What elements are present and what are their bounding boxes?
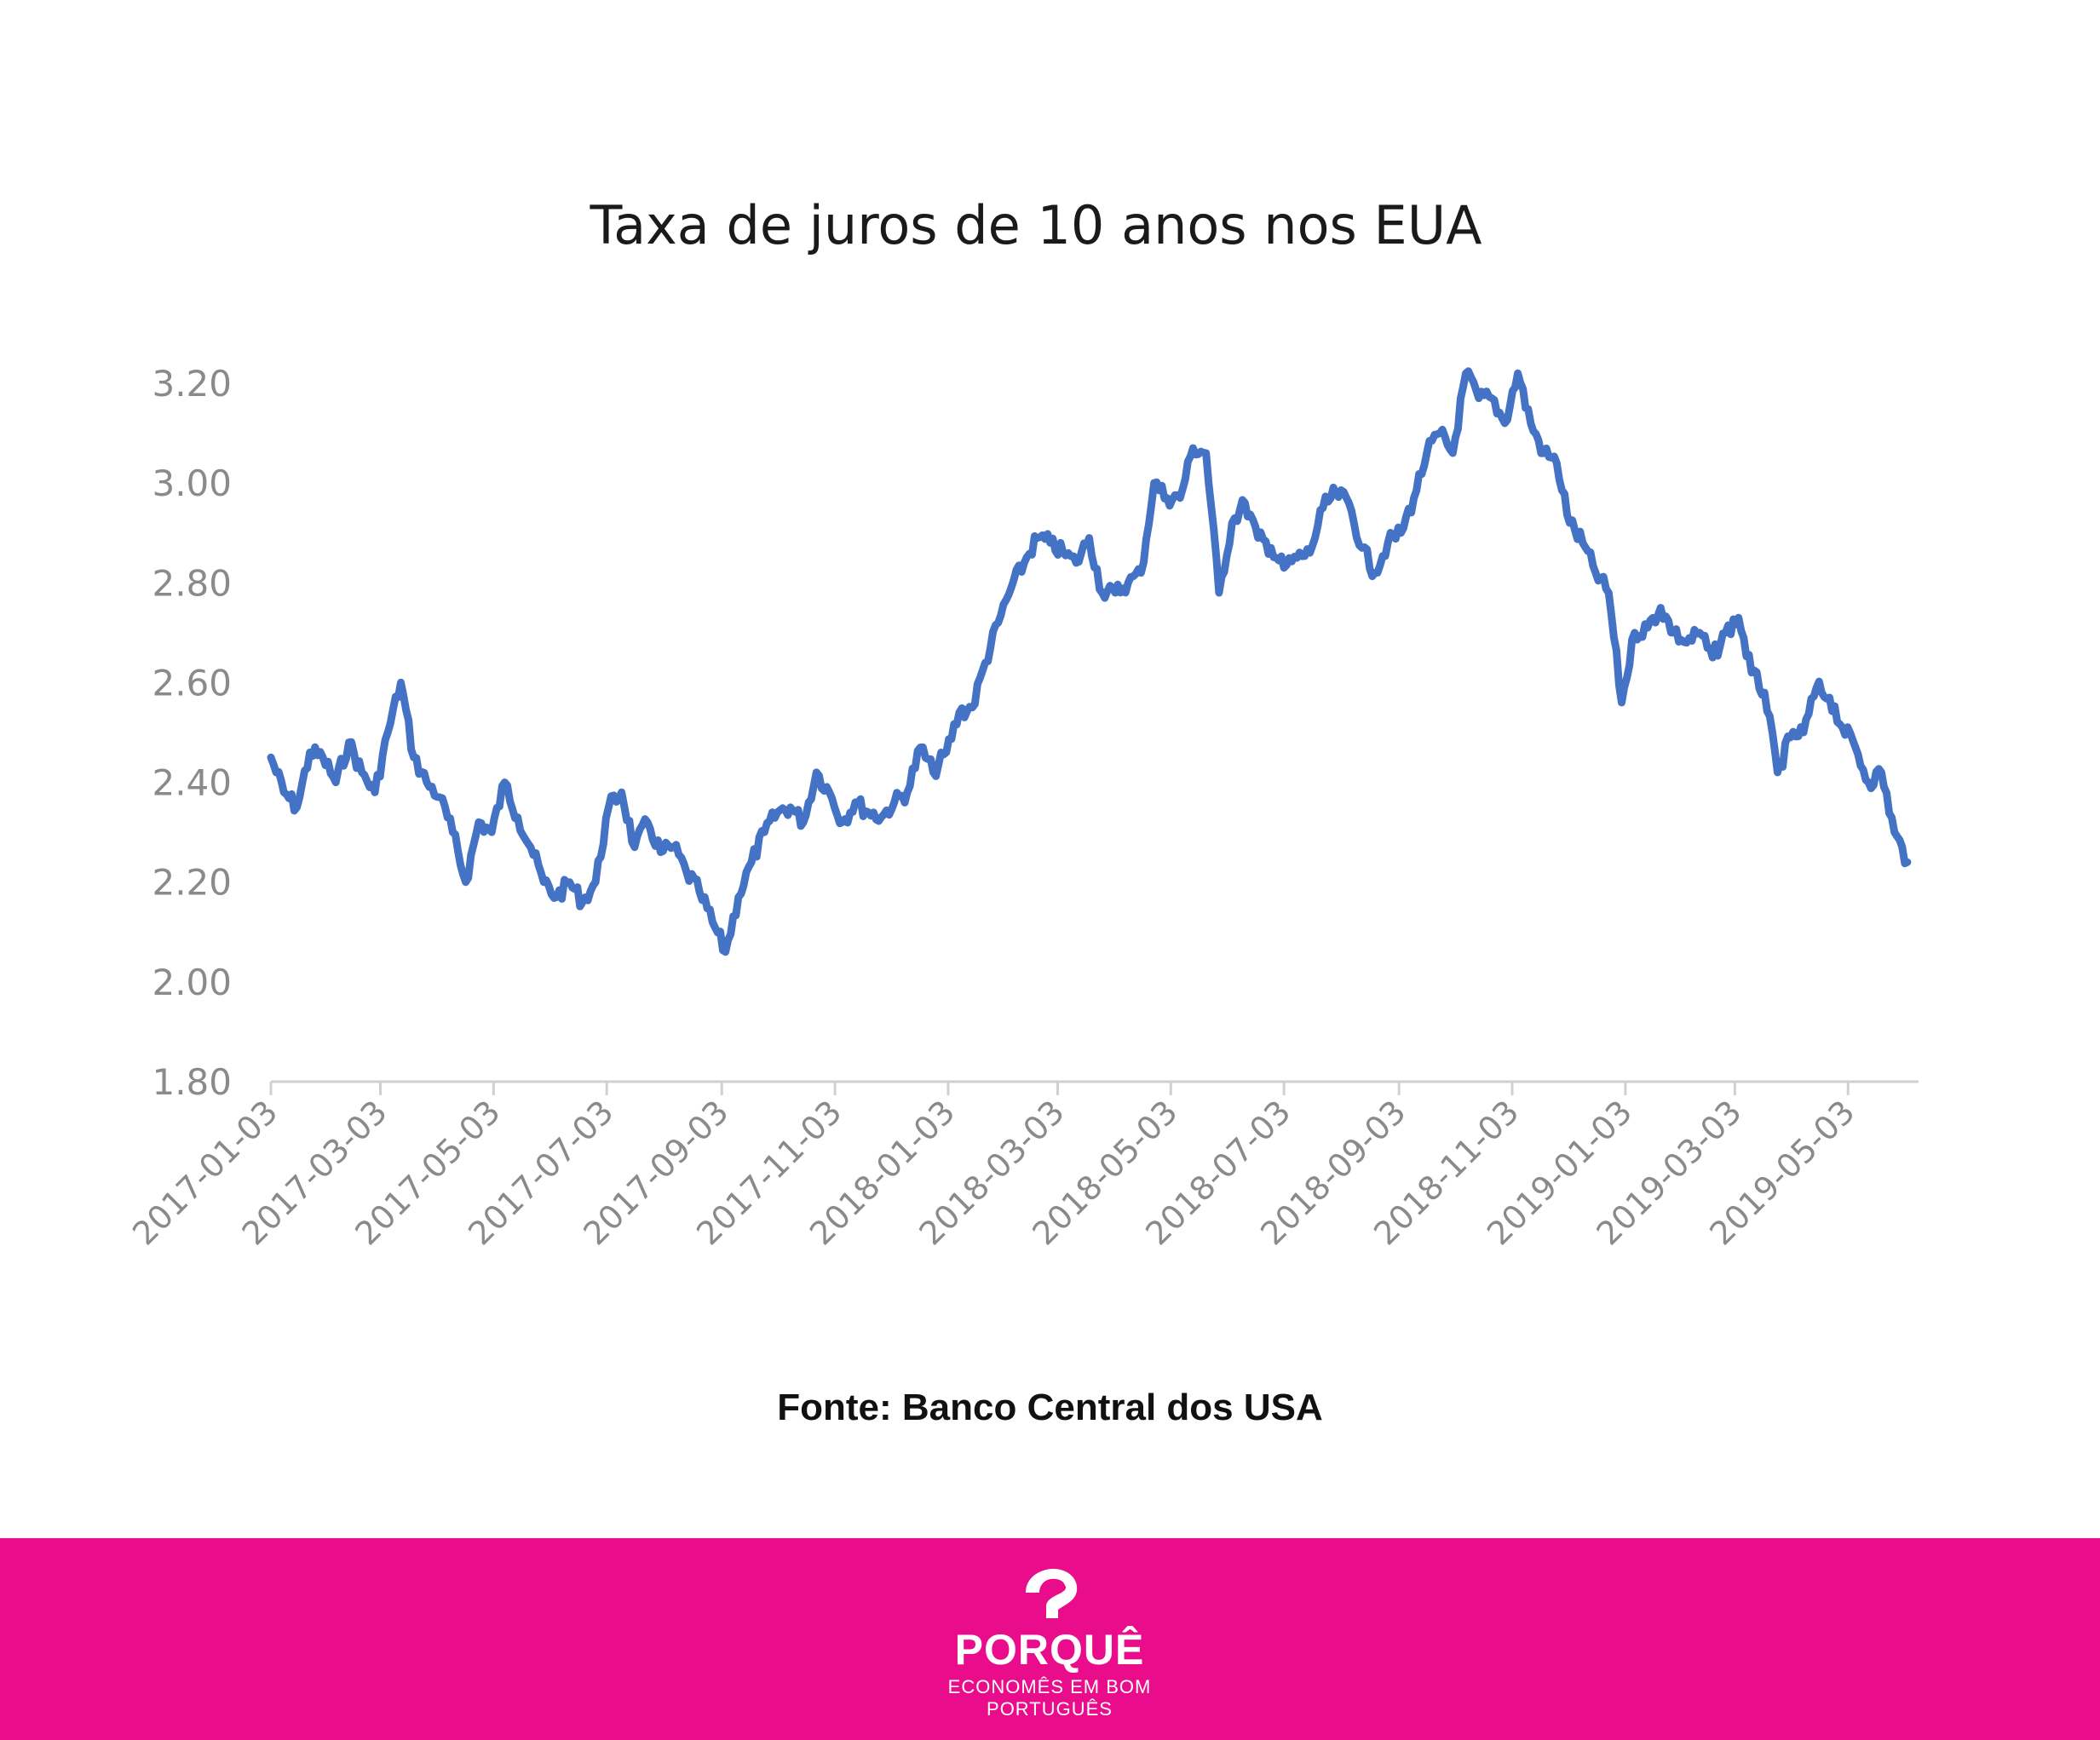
source-note: Fonte: Banco Central dos USA bbox=[777, 1387, 1323, 1428]
x-axis: 2017-01-032017-03-032017-05-032017-07-03… bbox=[125, 1080, 1919, 1253]
y-axis: 3.20 3.00 2.80 2.60 2.40 2.20 2.00 1.80 bbox=[152, 363, 232, 1103]
series-line bbox=[267, 367, 1912, 956]
y-tick-label: 2.00 bbox=[152, 962, 232, 1003]
porque-logo: PORQUÊ ECONOMÊS EM BOM PORTUGUÊS bbox=[922, 1567, 1177, 1720]
y-tick-label: 3.00 bbox=[152, 462, 232, 504]
line-chart: Taxa de juros de 10 anos nos EUA 3.20 3.0… bbox=[125, 194, 1919, 1253]
y-tick-label: 2.80 bbox=[152, 562, 232, 604]
y-tick-label: 1.80 bbox=[152, 1061, 232, 1103]
y-tick-label: 3.20 bbox=[152, 363, 232, 405]
logo-wordmark: PORQUÊ bbox=[954, 1626, 1145, 1674]
y-tick-label: 2.20 bbox=[152, 862, 232, 904]
logo-tagline: ECONOMÊS EM BOM PORTUGUÊS bbox=[947, 1676, 1152, 1720]
question-mark-piggy-icon bbox=[1026, 1569, 1078, 1618]
chart-title: Taxa de juros de 10 anos nos EUA bbox=[589, 194, 1482, 256]
y-tick-label: 2.60 bbox=[152, 662, 232, 703]
series-layer bbox=[267, 367, 1912, 956]
y-tick-label: 2.40 bbox=[152, 762, 232, 804]
